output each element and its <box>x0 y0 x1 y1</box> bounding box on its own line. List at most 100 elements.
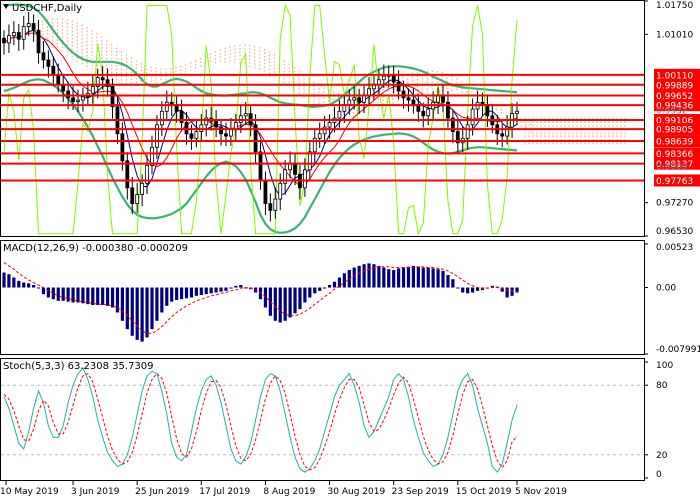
macd-bar <box>56 287 60 301</box>
candle-body <box>352 97 357 101</box>
macd-tick-label: 0.00 <box>656 284 676 294</box>
macd-bar <box>387 269 391 288</box>
macd-bar <box>7 274 11 288</box>
macd-bar <box>475 287 480 291</box>
macd-bar <box>278 287 282 323</box>
level-label: 0.99106 <box>656 117 693 127</box>
macd-bar <box>382 267 386 288</box>
candle-body <box>95 77 100 87</box>
level-label: 0.98137 <box>656 160 693 170</box>
macd-bar <box>357 265 361 288</box>
macd-bar <box>505 287 509 298</box>
macd-bar <box>510 287 514 296</box>
macd-bar <box>165 287 169 306</box>
candle-body <box>130 187 135 204</box>
candle-body <box>450 117 455 132</box>
stochastic-plot <box>1 366 644 474</box>
time-tick-label: 5 Nov 2019 <box>515 487 567 497</box>
time-tick-label: 17 Jul 2019 <box>199 487 250 497</box>
time-tick-label: 3 Jun 2019 <box>71 487 120 497</box>
macd-bar <box>500 287 504 292</box>
macd-bar <box>466 287 470 294</box>
macd-bar <box>490 285 494 288</box>
candle-body <box>120 133 125 162</box>
macd-bar <box>273 287 277 321</box>
candle-body <box>179 110 184 123</box>
price-axis: 1.01750 1.01010 0.97270 0.96530 0.9932 0.9809 <box>644 0 693 237</box>
macd-bar <box>140 287 144 342</box>
macd-bar <box>120 287 124 321</box>
stoch-d-line <box>3 372 518 471</box>
candle-body <box>396 81 401 92</box>
candle-body <box>224 133 228 137</box>
time-tick-label: 10 May 2019 <box>0 487 59 497</box>
level-label-box <box>654 135 700 148</box>
candle-body <box>100 77 105 81</box>
candle-body <box>317 133 322 139</box>
candle-body <box>312 137 317 153</box>
candle-body <box>46 59 51 67</box>
macd-bar <box>461 287 465 293</box>
stochastic-axis: 100 80 20 0 <box>644 361 673 480</box>
macd-bar <box>239 285 243 288</box>
level-label-box <box>654 174 700 187</box>
macd-bar <box>416 266 420 288</box>
candle-body <box>150 146 154 166</box>
price-candles <box>2 11 519 222</box>
macd-bar <box>372 264 376 288</box>
candle-body <box>278 182 283 200</box>
macd-bar <box>155 287 159 321</box>
candle-body <box>243 113 248 117</box>
macd-bar <box>323 287 327 289</box>
stoch-tick-label: 100 <box>656 361 673 371</box>
stoch-k-line <box>3 366 518 474</box>
candle-body <box>357 97 362 103</box>
candle-body <box>36 29 41 54</box>
macd-bar <box>258 287 263 300</box>
candle-body <box>7 35 11 44</box>
candle-body <box>214 120 219 128</box>
macd-bar <box>234 285 238 288</box>
candle-body <box>470 108 475 126</box>
candle-body <box>381 75 386 81</box>
candle-body <box>327 122 332 128</box>
candle-body <box>406 97 411 101</box>
level-label: 1.00110 <box>656 71 693 81</box>
macd-bar <box>46 287 50 298</box>
candle-body <box>26 23 31 28</box>
level-label-box <box>654 147 700 160</box>
macd-bar <box>446 275 450 288</box>
macd-bar <box>22 282 26 288</box>
candle-body <box>81 96 85 101</box>
candle-body <box>164 101 169 112</box>
level-label: 0.99436 <box>656 102 693 112</box>
macd-bar <box>431 268 435 288</box>
macd-bar <box>332 281 337 288</box>
candle-body <box>302 169 307 189</box>
candle-body <box>263 180 268 204</box>
macd-bar <box>160 287 164 313</box>
candle-body <box>258 151 263 182</box>
candle-body <box>436 95 440 103</box>
stoch-label: Stoch(5,3,3) 63.2308 35.7309 <box>3 361 154 372</box>
level-label-box <box>654 78 700 91</box>
bollinger-lower-line <box>3 78 518 234</box>
price-tick-label-partial: 0.9809 <box>656 162 688 172</box>
candle-body <box>465 124 470 139</box>
macd-bar <box>66 287 70 302</box>
stoch-panel-frame <box>0 358 645 481</box>
macd-bar <box>41 287 46 295</box>
macd-bar <box>308 287 312 298</box>
macd-bar <box>130 287 134 336</box>
chart-menu-arrow-icon[interactable] <box>3 4 9 9</box>
level-label: 0.98639 <box>656 138 693 148</box>
macd-signal-line <box>3 262 518 334</box>
candle-body <box>21 26 26 40</box>
level-label: 0.98366 <box>656 150 693 160</box>
macd-bar <box>441 270 445 288</box>
macd-bar <box>189 287 194 298</box>
macd-plot <box>2 262 519 342</box>
macd-bar <box>184 287 189 299</box>
